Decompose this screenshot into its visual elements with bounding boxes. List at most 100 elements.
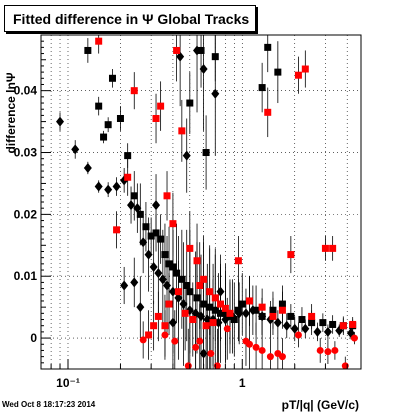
data-point-diamond: [179, 299, 188, 310]
tick-labels: 0 0.01 0.02 0.03 0.04 10⁻¹ 1: [14, 84, 246, 390]
data-point-square: [100, 133, 108, 141]
data-point-square: [116, 115, 124, 122]
data-point-circle: [274, 350, 282, 358]
data-point-square: [169, 263, 177, 271]
data-point-square: [174, 288, 182, 296]
y-tick-label: 0.03: [14, 146, 38, 160]
data-point-diamond: [199, 348, 208, 359]
data-point-square: [130, 192, 138, 200]
data-point-diamond: [282, 320, 291, 331]
data-point-diamond: [221, 314, 230, 325]
data-point-diamond: [127, 200, 136, 211]
timestamp: Wed Oct 8 18:17:23 2014: [2, 400, 96, 409]
data-point-square: [321, 244, 329, 252]
data-point-diamond: [258, 311, 267, 322]
data-point-square: [173, 269, 181, 277]
data-point-circle: [207, 350, 215, 358]
data-point-square: [278, 300, 286, 308]
data-point-diamond: [112, 181, 121, 192]
data-point-square: [211, 306, 219, 314]
data-point-circle: [331, 346, 339, 354]
data-point-diamond: [154, 268, 163, 279]
data-point-square: [165, 300, 173, 308]
y-axis-title: difference lnΨ: [4, 72, 18, 153]
data-point-square: [217, 309, 225, 317]
data-point-square: [202, 322, 210, 330]
data-point-square: [221, 304, 229, 312]
data-point-circle: [324, 348, 332, 356]
data-point-square: [150, 322, 158, 330]
data-point-diamond: [323, 326, 332, 337]
data-point-square: [226, 309, 234, 317]
data-point-circle: [294, 331, 302, 339]
data-point-square: [165, 260, 173, 268]
data-point-square: [287, 251, 295, 259]
data-point-diamond: [168, 317, 177, 328]
data-point-square: [200, 275, 208, 283]
data-point-diamond: [158, 274, 167, 285]
y-tick-label: 0.02: [14, 207, 38, 221]
data-point-diamond: [199, 64, 208, 75]
data-point-square: [147, 232, 155, 240]
data-point-square: [145, 331, 153, 339]
data-point-square: [329, 320, 337, 328]
data-point-square: [136, 210, 144, 218]
data-point-diamond: [163, 280, 172, 291]
data-point-square: [269, 306, 277, 314]
data-point-square: [319, 319, 327, 327]
data-point-circle: [184, 362, 192, 370]
data-point-square: [152, 115, 160, 122]
data-point-diamond: [139, 237, 148, 248]
data-point-square: [200, 300, 208, 308]
data-point-diamond: [197, 311, 206, 322]
data-point-diamond: [193, 45, 202, 56]
data-point-circle: [171, 337, 179, 345]
data-point-diamond: [313, 326, 322, 337]
data-point-square: [211, 294, 219, 302]
data-point-circle: [192, 343, 200, 351]
data-point-diamond: [182, 150, 191, 161]
data-point-square: [130, 87, 138, 95]
data-point-square: [163, 192, 171, 200]
data-point-square: [161, 251, 169, 259]
data-point-square: [287, 312, 295, 320]
data-point-square: [124, 173, 132, 181]
data-point-circle: [252, 343, 260, 351]
data-point-diamond: [176, 51, 185, 62]
data-point-diamond: [152, 200, 161, 211]
data-point-square: [329, 244, 337, 252]
data-point-diamond: [144, 249, 153, 260]
data-point-circle: [223, 325, 231, 333]
data-point-square: [294, 71, 302, 79]
data-point-circle: [341, 362, 349, 370]
data-point-square: [269, 312, 277, 320]
data-point-square: [186, 244, 194, 252]
data-point-square: [206, 303, 214, 311]
data-point-square: [113, 226, 121, 234]
data-point-square: [264, 108, 272, 116]
data-point-diamond: [203, 314, 212, 325]
x-tick-label: 1: [239, 376, 246, 390]
data-point-square: [245, 297, 253, 305]
data-point-diamond: [301, 323, 310, 334]
data-point-diamond: [130, 277, 139, 288]
data-point-square: [230, 316, 238, 324]
data-point-square: [178, 127, 186, 135]
data-point-diamond: [149, 261, 158, 272]
data-point-square: [173, 46, 181, 54]
data-point-square: [178, 275, 186, 283]
data-point-circle: [196, 337, 204, 345]
data-point-square: [104, 121, 112, 129]
data-markers: [56, 37, 358, 370]
data-point-square: [258, 303, 266, 311]
data-point-diamond: [120, 280, 129, 291]
data-point-square: [193, 294, 201, 302]
data-point-diamond: [216, 286, 225, 297]
data-point-square: [161, 322, 169, 330]
data-point-square: [186, 99, 194, 107]
data-point-square: [278, 306, 286, 314]
data-point-diamond: [248, 305, 257, 316]
data-point-circle: [258, 346, 266, 354]
data-point-diamond: [290, 323, 299, 334]
